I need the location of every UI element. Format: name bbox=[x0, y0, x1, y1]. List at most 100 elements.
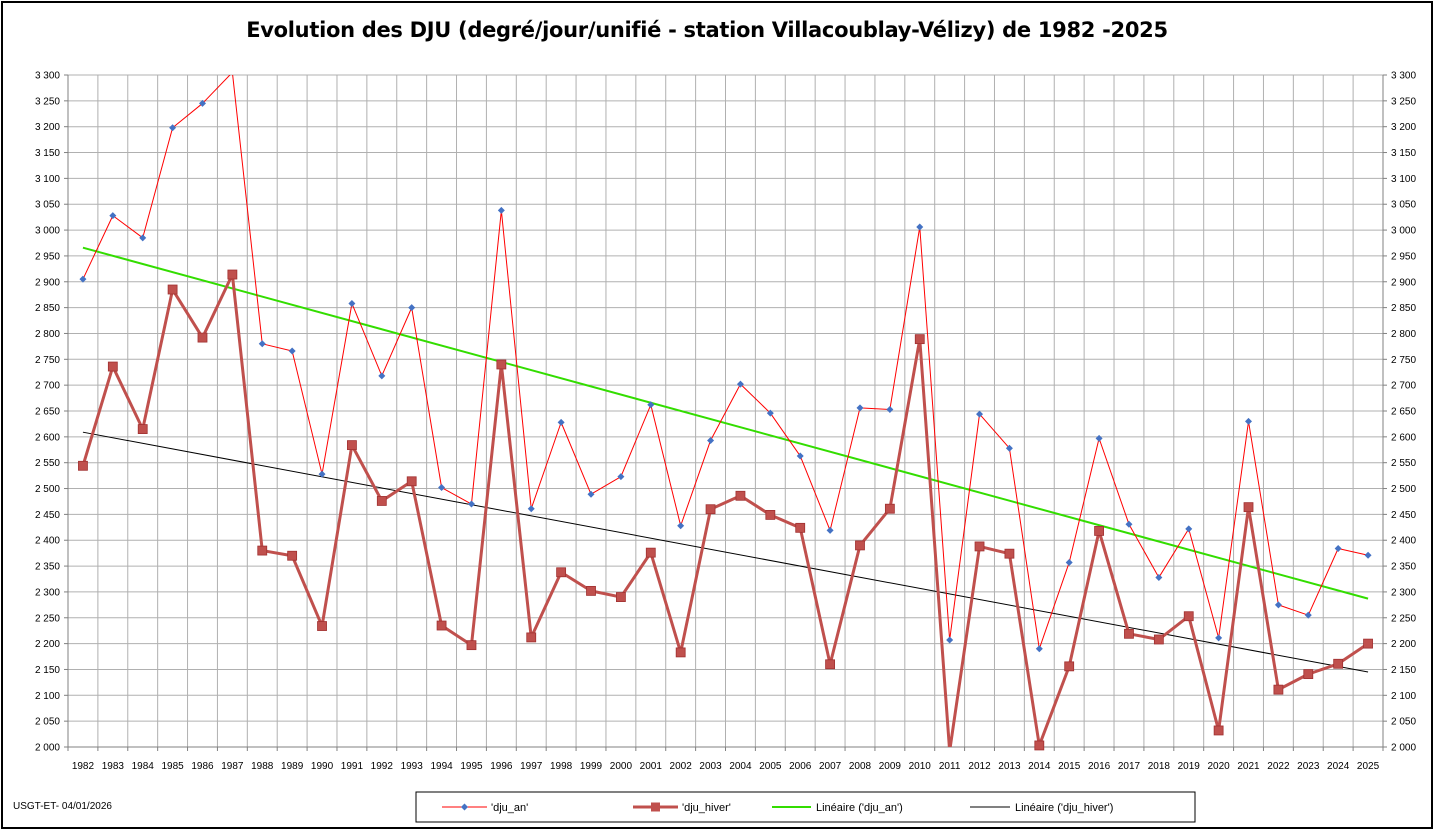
data-point-dju-hiver bbox=[974, 541, 985, 552]
data-point-dju-hiver bbox=[167, 284, 178, 295]
data-point-dju-hiver bbox=[705, 504, 716, 515]
data-point-dju-hiver bbox=[137, 424, 148, 434]
y2-tick-label: 2 650 bbox=[1391, 407, 1416, 418]
y-tick-label: 2 650 bbox=[35, 407, 60, 418]
data-point-dju-hiver bbox=[586, 585, 596, 596]
y-tick-label: 2 700 bbox=[35, 381, 60, 392]
y-tick-label: 2 500 bbox=[35, 484, 60, 495]
data-point-dju-an bbox=[348, 299, 356, 307]
y-tick-label: 3 000 bbox=[35, 226, 60, 237]
data-point-dju-hiver bbox=[317, 621, 327, 631]
y2-tick-label: 2 900 bbox=[1391, 277, 1416, 288]
y-tick-label: 2 450 bbox=[35, 510, 60, 521]
data-point-dju-hiver bbox=[855, 540, 865, 551]
y2-tick-label: 3 100 bbox=[1391, 174, 1416, 185]
data-point-dju-hiver bbox=[735, 490, 746, 501]
y2-tick-label: 3 150 bbox=[1391, 148, 1416, 159]
x-tick-label: 1994 bbox=[430, 761, 453, 772]
y2-tick-label: 2 850 bbox=[1391, 303, 1416, 314]
data-point-dju-an bbox=[258, 340, 266, 348]
data-point-dju-an bbox=[1334, 545, 1342, 553]
x-tick-label: 2016 bbox=[1088, 761, 1111, 772]
x-tick-label: 2002 bbox=[670, 761, 693, 772]
data-point-dju-hiver bbox=[406, 476, 417, 487]
x-tick-label: 2013 bbox=[998, 761, 1021, 772]
x-tick-label: 1983 bbox=[102, 761, 125, 772]
data-point-dju-an bbox=[169, 124, 177, 132]
y-tick-label: 2 150 bbox=[35, 665, 60, 676]
x-tick-label: 2021 bbox=[1237, 761, 1260, 772]
data-point-dju-an bbox=[916, 223, 924, 231]
x-tick-label: 1989 bbox=[281, 761, 304, 772]
data-point-dju-an bbox=[976, 410, 984, 418]
x-tick-label: 2009 bbox=[879, 761, 902, 772]
y2-tick-label: 2 750 bbox=[1391, 355, 1416, 366]
trendline-dju-an bbox=[82, 246, 1369, 600]
y2-tick-label: 2 350 bbox=[1391, 562, 1416, 573]
data-point-dju-hiver bbox=[1034, 740, 1045, 751]
data-point-dju-an bbox=[378, 372, 386, 380]
x-tick-label: 2023 bbox=[1297, 761, 1320, 772]
x-tick-label: 2020 bbox=[1208, 761, 1231, 772]
chart-title: Evolution des DJU (degré/jour/unifié - s… bbox=[246, 18, 1168, 42]
legend-label: Linéaire ('dju_an') bbox=[816, 802, 903, 814]
data-point-dju-hiver bbox=[645, 547, 656, 558]
data-point-dju-an bbox=[796, 452, 804, 460]
trendline-dju-hiver bbox=[82, 431, 1369, 673]
data-point-dju-hiver bbox=[496, 359, 507, 370]
data-point-dju-an bbox=[1185, 525, 1193, 533]
y2-tick-label: 2 950 bbox=[1391, 251, 1416, 262]
y-tick-label: 2 200 bbox=[35, 639, 60, 650]
x-tick-label: 2000 bbox=[610, 761, 633, 772]
y-tick-label: 2 800 bbox=[35, 329, 60, 340]
data-point-dju-an bbox=[707, 436, 715, 444]
data-point-dju-an bbox=[826, 526, 834, 534]
y2-tick-label: 3 250 bbox=[1391, 96, 1416, 107]
data-point-dju-an bbox=[497, 206, 505, 214]
x-tick-label: 2006 bbox=[789, 761, 812, 772]
data-point-dju-an bbox=[736, 380, 744, 388]
data-point-dju-hiver bbox=[436, 620, 447, 631]
data-point-dju-an bbox=[1125, 520, 1133, 528]
data-point-dju-hiver bbox=[1213, 725, 1224, 736]
x-tick-label: 1986 bbox=[191, 761, 214, 772]
x-tick-label: 1987 bbox=[221, 761, 244, 772]
data-point-dju-an bbox=[587, 490, 595, 498]
data-point-dju-hiver bbox=[376, 496, 387, 506]
y-tick-label: 3 050 bbox=[35, 200, 60, 211]
y2-tick-label: 3 000 bbox=[1391, 226, 1416, 237]
x-tick-label: 1985 bbox=[161, 761, 184, 772]
x-tick-label: 2007 bbox=[819, 761, 842, 772]
data-point-dju-hiver bbox=[884, 503, 895, 514]
x-tick-label: 2003 bbox=[699, 761, 722, 772]
y2-tick-label: 2 700 bbox=[1391, 381, 1416, 392]
data-point-dju-hiver bbox=[78, 460, 88, 471]
data-point-dju-hiver bbox=[1303, 669, 1314, 680]
y2-tick-label: 2 600 bbox=[1391, 432, 1416, 443]
legend-swatch-marker bbox=[651, 802, 660, 812]
y-tick-label: 3 150 bbox=[35, 148, 60, 159]
x-tick-label: 2018 bbox=[1148, 761, 1171, 772]
legend-swatch-marker bbox=[461, 803, 468, 811]
data-point-dju-an bbox=[438, 484, 446, 492]
data-point-dju-an bbox=[557, 418, 565, 426]
series-line-dju-hiver bbox=[81, 273, 1369, 747]
y2-tick-label: 2 400 bbox=[1391, 536, 1416, 547]
data-point-dju-hiver bbox=[1243, 502, 1254, 513]
y-tick-label: 2 600 bbox=[35, 432, 60, 443]
x-tick-label: 2017 bbox=[1118, 761, 1141, 772]
y2-tick-label: 2 500 bbox=[1391, 484, 1416, 495]
y2-tick-label: 2 100 bbox=[1391, 691, 1416, 702]
x-tick-label: 2024 bbox=[1327, 761, 1350, 772]
data-point-dju-hiver bbox=[227, 269, 238, 280]
data-point-dju-an bbox=[1035, 645, 1043, 653]
data-point-dju-hiver bbox=[795, 522, 806, 533]
x-tick-label: 1991 bbox=[341, 761, 364, 772]
data-point-dju-hiver bbox=[526, 632, 537, 643]
data-point-dju-an bbox=[318, 470, 326, 478]
data-point-dju-an bbox=[527, 505, 535, 513]
x-tick-label: 2025 bbox=[1357, 761, 1380, 772]
y-tick-label: 2 900 bbox=[35, 277, 60, 288]
